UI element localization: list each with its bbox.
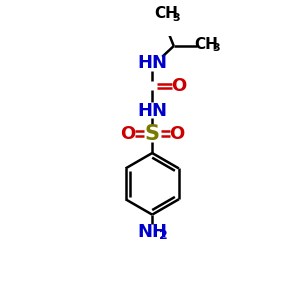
Text: 3: 3 xyxy=(212,43,220,53)
Text: O: O xyxy=(172,77,187,95)
Text: O: O xyxy=(120,125,135,143)
Text: HN: HN xyxy=(137,54,167,72)
Text: 2: 2 xyxy=(159,229,167,242)
Text: CH: CH xyxy=(194,37,218,52)
Text: O: O xyxy=(169,125,184,143)
Text: CH: CH xyxy=(154,6,178,21)
Text: HN: HN xyxy=(137,102,167,120)
Text: NH: NH xyxy=(137,223,167,241)
Text: 3: 3 xyxy=(172,13,180,22)
Text: S: S xyxy=(145,124,160,144)
